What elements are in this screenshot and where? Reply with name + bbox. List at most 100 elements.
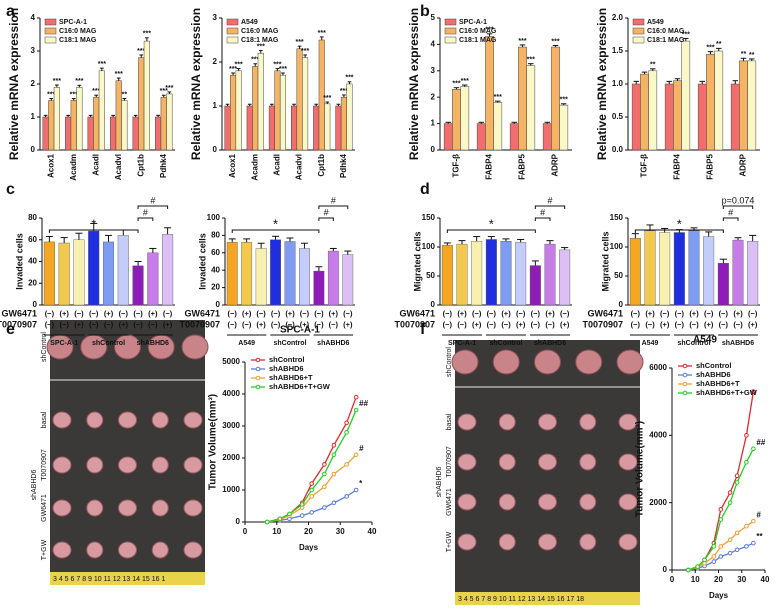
y-tick-label: 150 [422, 213, 436, 222]
significance-label: *** [70, 91, 78, 98]
legend-marker [682, 372, 688, 378]
row-value: (−) [74, 309, 84, 318]
significance-label: *** [115, 71, 123, 78]
tumor [498, 413, 516, 431]
bracket-label: # [331, 195, 336, 205]
row-value: (−) [314, 309, 324, 318]
row-value: (+) [545, 309, 555, 318]
bar [342, 254, 354, 306]
legend-label: SPC-A-1 [459, 19, 487, 26]
data-point [353, 394, 359, 400]
bracket-label: # [150, 195, 155, 205]
bar [324, 103, 331, 151]
bar [241, 242, 253, 306]
tumor [618, 493, 638, 511]
y-tick-label: 1 [31, 112, 36, 121]
x-tick-label: 10 [691, 575, 700, 584]
y-tick-label: 3 [213, 13, 218, 22]
series-note: ## [756, 438, 765, 447]
data-point [744, 459, 749, 465]
row-value: (−) [443, 320, 453, 329]
significance-label: *** [98, 61, 106, 68]
bar [313, 270, 325, 306]
y-tick-label: 20 [28, 278, 37, 287]
bar [76, 87, 83, 151]
photo-label: shControl [446, 347, 453, 377]
significance-label: *** [551, 38, 559, 45]
legend-swatch [632, 18, 645, 26]
panel-letter: c [6, 181, 15, 198]
y-tick-label: 2000 [649, 498, 667, 507]
row-value: (−) [271, 320, 281, 329]
group-label: shABHD6 [722, 340, 754, 347]
significance-bracket [231, 229, 320, 233]
tumor [498, 493, 516, 511]
data-point [322, 471, 327, 477]
tumor [538, 533, 557, 551]
tumor [616, 349, 644, 375]
data-point [299, 502, 305, 507]
tumor [147, 334, 175, 360]
tumor [538, 413, 557, 431]
legend-label: C16:0 MAG [241, 28, 279, 35]
legend-label: shABHD6 [696, 370, 731, 379]
photo-label: T0070907 [41, 449, 48, 481]
tumor [151, 541, 169, 559]
legend-label: shABHD6+T [696, 379, 740, 388]
bracket-label: # [540, 207, 545, 217]
x-tick-label: 30 [737, 575, 746, 584]
tumor [86, 541, 104, 559]
row-value: (−) [472, 309, 482, 318]
legend-marker [255, 375, 261, 381]
significance-label: *** [706, 45, 714, 52]
bar [302, 57, 309, 151]
y-axis-label: Relative mRNA expression [595, 8, 609, 160]
tumor [618, 453, 638, 471]
row-value: (+) [560, 320, 570, 329]
x-tick-label: Acox1 [46, 153, 55, 178]
y-tick-label: 1 [431, 119, 436, 128]
bar [147, 252, 159, 306]
tumor [183, 499, 203, 517]
bar [544, 243, 556, 306]
x-tick-label: 20 [304, 527, 313, 536]
data-point [734, 480, 740, 485]
x-axis-label: Days [709, 591, 729, 600]
row-value: (−) [119, 309, 129, 318]
row-value: (+) [285, 309, 295, 318]
data-point [727, 500, 733, 505]
data-point [344, 494, 349, 499]
group-label: SPC-A-1 [50, 340, 78, 347]
significance-label: ** [741, 51, 747, 58]
significance-label: ** [122, 91, 128, 98]
row-value: (−) [59, 320, 69, 329]
row-value: (−) [704, 309, 714, 318]
bar [551, 46, 560, 151]
row-value: (−) [300, 309, 310, 318]
bar [739, 60, 748, 151]
row-value: (−) [329, 320, 339, 329]
data-point [718, 544, 724, 549]
data-point [322, 484, 327, 490]
x-tick-label: TGF-β [452, 154, 461, 178]
row-name: GW6471 [184, 308, 220, 318]
x-tick-label: 20 [714, 575, 723, 584]
x-tick-label: 40 [368, 527, 377, 536]
y-tick-label: 1.0 [612, 79, 624, 88]
y-tick-label: 1.5 [612, 46, 624, 55]
bar [284, 241, 296, 306]
significance-label: *** [345, 75, 353, 82]
row-value: (+) [119, 320, 129, 329]
data-point [744, 433, 749, 438]
bracket-label: * [489, 216, 494, 231]
bar [515, 242, 527, 306]
bar [93, 96, 100, 151]
legend-swatch [444, 18, 457, 26]
significance-bracket [534, 217, 551, 221]
row-value: (−) [675, 309, 685, 318]
group-label: shControl [273, 340, 306, 347]
x-tick-label: Acadl [91, 154, 100, 176]
x-tick-label: 0 [670, 575, 675, 584]
y-tick-label: 4 [31, 13, 36, 22]
tumor [575, 349, 603, 375]
